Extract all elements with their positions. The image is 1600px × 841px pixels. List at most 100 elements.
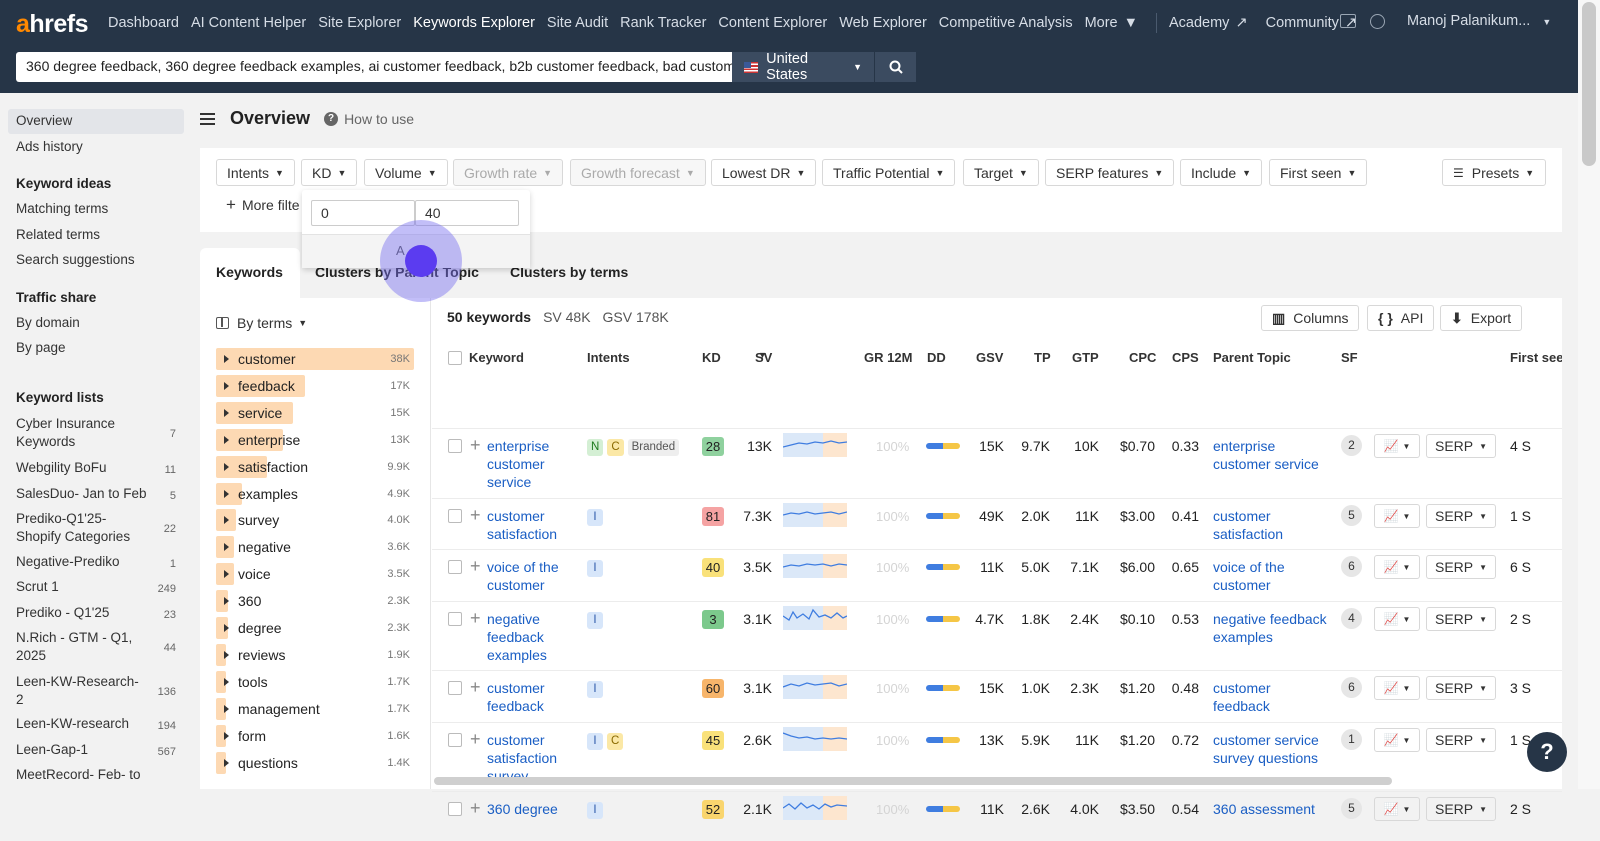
parent-topic-link[interactable]: voice of the customer [1213, 558, 1333, 594]
keyword-list-item[interactable]: N.Rich - GTM - Q1, 2025 44 [16, 629, 176, 665]
tab-clusters-by-terms[interactable]: Clusters by terms [510, 264, 629, 280]
nav-content-explorer[interactable]: Content Explorer [718, 15, 828, 31]
keyword-link[interactable]: enterprise customer service [487, 437, 582, 491]
sidebar-item-ads-history[interactable]: Ads history [16, 139, 83, 154]
row-checkbox[interactable] [448, 681, 462, 695]
filter-serp-features[interactable]: SERP features ▼ [1045, 159, 1175, 186]
sidebar-item-related-terms[interactable]: Related terms [16, 227, 101, 242]
filter-volume[interactable]: Volume ▼ [364, 159, 448, 186]
add-to-list-icon[interactable]: + [470, 677, 481, 697]
sidebar-item-search-suggestions[interactable]: Search suggestions [16, 252, 135, 267]
credits-gauge-icon[interactable] [1370, 13, 1385, 29]
sidebar-item-matching-terms[interactable]: Matching terms [16, 201, 109, 216]
api-button[interactable]: { } API [1367, 305, 1435, 331]
col-sf[interactable]: SF [1341, 350, 1358, 365]
parent-topic-link[interactable]: negative feedback examples [1213, 610, 1333, 646]
add-to-list-icon[interactable]: + [470, 608, 481, 628]
search-button[interactable] [874, 52, 916, 82]
nav-more[interactable]: More ▼ [1085, 15, 1144, 31]
row-checkbox[interactable] [448, 439, 462, 453]
term-item[interactable]: enterprise 13K [216, 428, 414, 451]
col-intents[interactable]: Intents [587, 350, 630, 365]
nav-academy[interactable]: Academy ↗ [1169, 15, 1254, 31]
trend-chart-button[interactable]: 📈 ▼ [1374, 797, 1420, 821]
horizontal-scrollbar[interactable] [434, 777, 1392, 785]
tab-clusters-by-parent-topic[interactable]: Clusters by Parent Topic [315, 264, 479, 280]
serp-button[interactable]: SERP ▼ [1426, 555, 1496, 579]
col-tp[interactable]: TP [1034, 350, 1051, 365]
trend-chart-button[interactable]: 📈 ▼ [1374, 504, 1420, 528]
vertical-scrollbar[interactable] [1578, 0, 1600, 789]
term-item[interactable]: customer 38K [216, 348, 414, 370]
col-gsv[interactable]: GSV [976, 350, 1004, 365]
keyword-link[interactable]: negative feedback examples [487, 610, 582, 664]
serp-button[interactable]: SERP ▼ [1426, 728, 1496, 752]
filter-target[interactable]: Target ▼ [963, 159, 1039, 186]
parent-topic-link[interactable]: customer satisfaction [1213, 507, 1333, 543]
kd-min-input[interactable]: 0 [311, 200, 415, 226]
nav-rank-tracker[interactable]: Rank Tracker [620, 15, 707, 31]
select-all-checkbox[interactable] [448, 351, 462, 365]
trend-chart-button[interactable]: 📈 ▼ [1374, 555, 1420, 579]
serp-button[interactable]: SERP ▼ [1426, 607, 1496, 631]
more-filters-button[interactable]: + More filte [226, 195, 300, 215]
keyword-link[interactable]: 360 degree [487, 800, 582, 818]
col-kd[interactable]: KD [702, 350, 721, 365]
how-to-use-link[interactable]: ? How to use [324, 111, 414, 127]
col-cps[interactable]: CPS [1172, 350, 1199, 365]
col-dd[interactable]: DD [927, 350, 946, 365]
country-select[interactable]: United States ▼ [732, 51, 874, 83]
apply-button[interactable]: A [396, 243, 405, 258]
col-cpc[interactable]: CPC [1129, 350, 1157, 365]
serp-button[interactable]: SERP ▼ [1426, 676, 1496, 700]
nav-ai-content-helper[interactable]: AI Content Helper [190, 15, 307, 31]
term-item[interactable]: form 1.6K [216, 724, 414, 747]
term-item[interactable]: examples 4.9K [216, 482, 414, 505]
display-icon[interactable] [1340, 14, 1356, 28]
nav-dashboard[interactable]: Dashboard [108, 15, 179, 31]
trend-chart-button[interactable]: 📈 ▼ [1374, 607, 1420, 631]
serp-button[interactable]: SERP ▼ [1426, 797, 1496, 821]
nav-web-explorer[interactable]: Web Explorer [839, 15, 927, 31]
row-checkbox[interactable] [448, 509, 462, 523]
term-item[interactable]: management 1.7K [216, 697, 414, 720]
col-keyword[interactable]: Keyword [469, 350, 524, 365]
col-gr-12m[interactable]: GR 12M [864, 350, 913, 365]
menu-icon[interactable] [200, 112, 215, 125]
sidebar-item-overview[interactable]: Overview [16, 113, 73, 128]
by-terms-select[interactable]: By terms ▼ [216, 315, 307, 331]
keyword-list-item[interactable]: Leen-KW-Research-2 136 [16, 673, 176, 709]
add-to-list-icon[interactable]: + [470, 505, 481, 525]
nav-keywords-explorer[interactable]: Keywords Explorer [413, 15, 535, 31]
add-to-list-icon[interactable]: + [470, 729, 481, 749]
ahrefs-logo[interactable]: ahrefs [16, 10, 89, 38]
trend-chart-button[interactable]: 📈 ▼ [1374, 728, 1420, 752]
term-item[interactable]: questions 1.4K [216, 751, 414, 774]
keyword-link[interactable]: voice of the customer [487, 558, 582, 594]
term-item[interactable]: reviews 1.9K [216, 643, 414, 666]
nav-competitive-analysis[interactable]: Competitive Analysis [938, 15, 1073, 31]
filter-lowest-dr[interactable]: Lowest DR ▼ [711, 159, 817, 186]
keyword-link[interactable]: customer satisfaction [487, 507, 582, 543]
columns-button[interactable]: ▥ Columns [1261, 305, 1360, 331]
keyword-list-item[interactable]: Prediko-Q1'25- Shopify Categories 22 [16, 510, 176, 546]
add-to-list-icon[interactable]: + [470, 798, 481, 818]
row-checkbox[interactable] [448, 612, 462, 626]
term-item[interactable]: tools 1.7K [216, 670, 414, 693]
keyword-link[interactable]: customer feedback [487, 679, 582, 715]
parent-topic-link[interactable]: enterprise customer service [1213, 437, 1333, 473]
serp-button[interactable]: SERP ▼ [1426, 504, 1496, 528]
nav-site-audit[interactable]: Site Audit [546, 15, 609, 31]
term-item[interactable]: satisfaction 9.9K [216, 455, 414, 478]
col-parent-topic[interactable]: Parent Topic [1213, 350, 1291, 365]
filter-first-seen[interactable]: First seen ▼ [1269, 159, 1368, 186]
keyword-list-item[interactable]: Negative-Prediko 1 [16, 553, 176, 571]
parent-topic-link[interactable]: customer feedback [1213, 679, 1333, 715]
keyword-list-item[interactable]: Leen-KW-research 194 [16, 715, 176, 733]
kd-max-input[interactable]: 40 [415, 200, 519, 226]
row-checkbox[interactable] [448, 733, 462, 747]
keyword-list-item[interactable]: SalesDuo- Jan to Feb 5 [16, 485, 176, 503]
tab-keywords[interactable]: Keywords [216, 264, 283, 280]
filter-traffic-potential[interactable]: Traffic Potential ▼ [822, 159, 956, 186]
sidebar-item-by-domain[interactable]: By domain [16, 315, 80, 330]
